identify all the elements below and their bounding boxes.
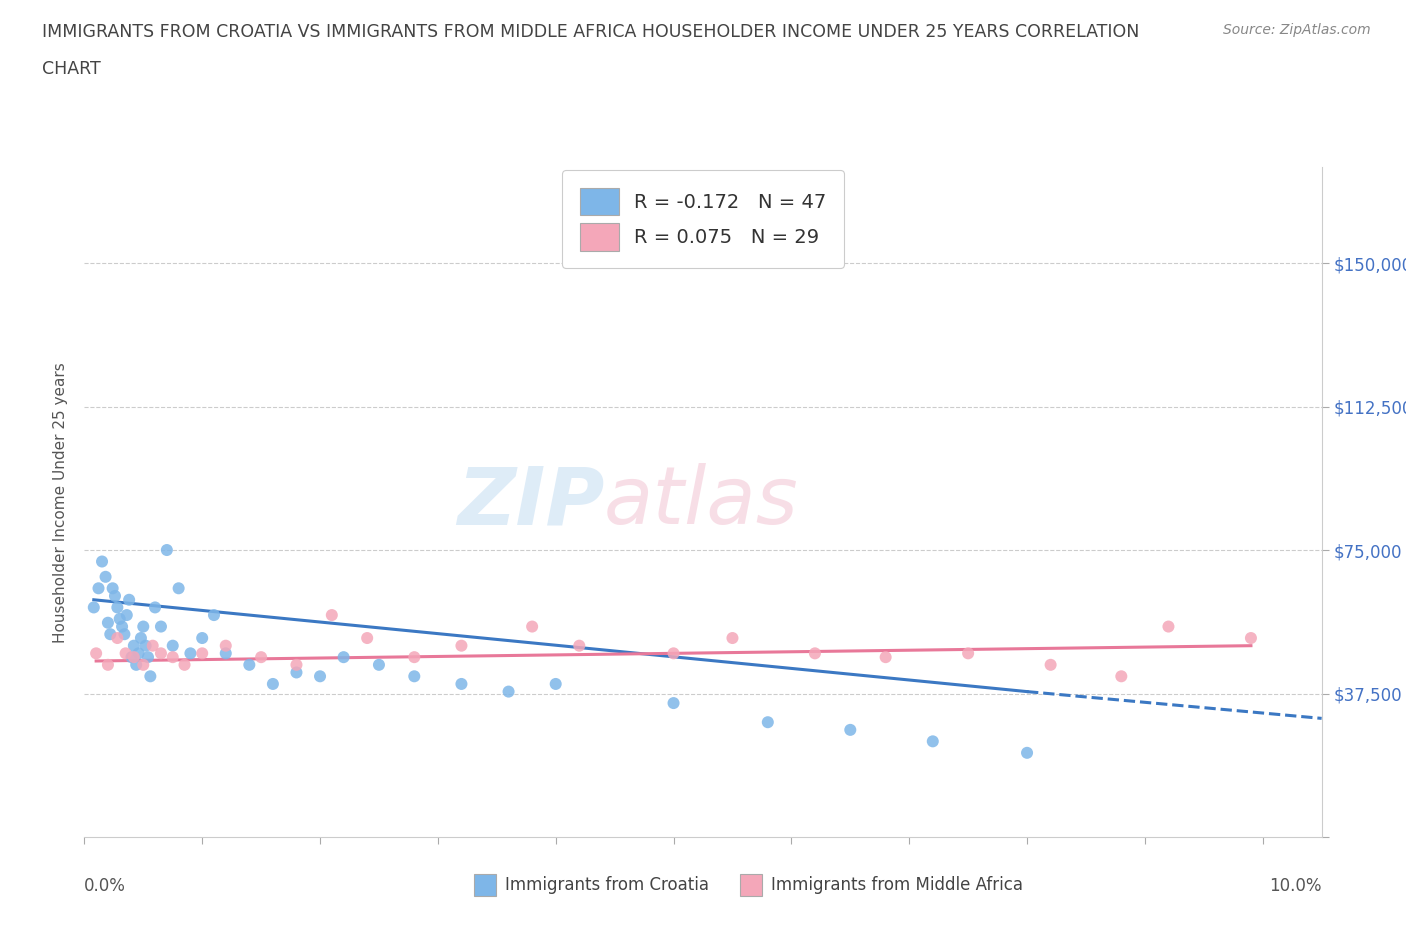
Point (238, 658, 260, 672)
Point (115, 607, 138, 622)
FancyBboxPatch shape (474, 874, 496, 896)
Text: Immigrants from Croatia: Immigrants from Croatia (505, 876, 709, 895)
Point (104, 589, 127, 604)
Point (250, 650, 273, 665)
Point (91, 554, 114, 569)
Point (101, 581, 124, 596)
Point (368, 658, 391, 672)
Point (544, 676, 567, 691)
Point (498, 684, 520, 699)
Point (662, 646, 685, 661)
Point (108, 611, 131, 626)
Point (122, 650, 145, 665)
Point (87, 581, 110, 596)
Point (1240, 631, 1263, 645)
Point (721, 631, 744, 645)
FancyBboxPatch shape (740, 874, 762, 896)
Point (404, 650, 426, 665)
Point (1015, 745, 1038, 760)
Point (139, 669, 162, 684)
Point (167, 581, 190, 596)
Point (450, 638, 472, 653)
Point (921, 734, 943, 749)
Point (112, 627, 135, 642)
Point (215, 646, 238, 661)
Point (262, 676, 284, 691)
Point (321, 607, 343, 622)
Point (128, 646, 150, 661)
Point (179, 646, 201, 661)
Point (215, 638, 238, 653)
Point (97, 658, 120, 672)
Point (662, 696, 685, 711)
Point (1157, 619, 1180, 634)
Text: Immigrants from Middle Africa: Immigrants from Middle Africa (770, 876, 1024, 895)
Point (132, 658, 155, 672)
Point (84, 646, 107, 661)
Point (173, 658, 195, 672)
Text: IMMIGRANTS FROM CROATIA VS IMMIGRANTS FROM MIDDLE AFRICA HOUSEHOLDER INCOME UNDE: IMMIGRANTS FROM CROATIA VS IMMIGRANTS FR… (42, 23, 1139, 41)
Point (162, 638, 184, 653)
Point (332, 650, 354, 665)
Point (568, 638, 591, 653)
Text: Source: ZipAtlas.com: Source: ZipAtlas.com (1223, 23, 1371, 37)
Point (804, 646, 827, 661)
Point (957, 646, 980, 661)
Point (132, 619, 155, 634)
Text: CHART: CHART (42, 60, 101, 78)
Point (162, 650, 184, 665)
Text: 10.0%: 10.0% (1270, 877, 1322, 896)
Point (98, 627, 121, 642)
Legend: R = -0.172   N = 47, R = 0.075   N = 29: R = -0.172 N = 47, R = 0.075 N = 29 (562, 170, 844, 268)
Point (105, 600, 128, 615)
Point (83, 600, 105, 615)
Point (118, 592, 141, 607)
Point (122, 638, 145, 653)
Point (156, 542, 179, 557)
Y-axis label: Householder Income Under 25 years: Householder Income Under 25 years (52, 362, 67, 643)
Point (191, 631, 214, 645)
Point (111, 619, 134, 634)
Point (121, 650, 143, 665)
Point (839, 723, 862, 737)
Point (125, 658, 148, 672)
Point (309, 669, 332, 684)
Point (135, 638, 157, 653)
Point (136, 650, 159, 665)
Text: ZIP: ZIP (457, 463, 605, 541)
Point (94, 569, 117, 584)
Point (756, 715, 779, 730)
Point (356, 631, 378, 645)
Point (875, 650, 897, 665)
Point (142, 638, 165, 653)
Point (149, 646, 172, 661)
Text: atlas: atlas (605, 463, 799, 541)
Point (202, 607, 225, 622)
Point (191, 646, 214, 661)
Point (143, 600, 166, 615)
Point (129, 631, 152, 645)
Point (285, 658, 308, 672)
Point (97, 616, 120, 631)
Text: 0.0%: 0.0% (84, 877, 127, 896)
Point (114, 646, 136, 661)
Point (1039, 658, 1062, 672)
Point (285, 665, 308, 680)
Point (520, 619, 543, 634)
Point (450, 676, 472, 691)
Point (149, 619, 172, 634)
Point (105, 631, 128, 645)
Point (1111, 669, 1133, 684)
Point (404, 669, 426, 684)
